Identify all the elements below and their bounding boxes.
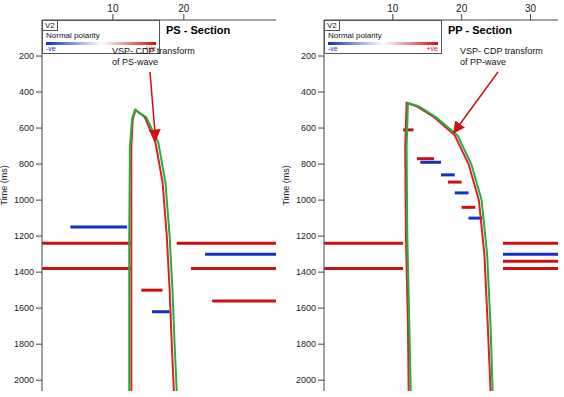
svg-text:2000: 2000 <box>14 375 34 385</box>
html-text:-ve: -ve <box>328 45 338 52</box>
svg-text:400: 400 <box>301 87 316 97</box>
svg-text:1200: 1200 <box>296 231 316 241</box>
svg-text:600: 600 <box>301 123 316 133</box>
svg-text:2000: 2000 <box>296 375 316 385</box>
svg-text:1000: 1000 <box>296 195 316 205</box>
html-text:VSP- CDP transform of PP-wave: VSP- CDP transform of PP-wave <box>460 46 543 67</box>
svg-text:800: 800 <box>19 159 34 169</box>
svg-text:1000: 1000 <box>14 195 34 205</box>
svg-text:1200: 1200 <box>14 231 34 241</box>
svg-text:200: 200 <box>19 51 34 61</box>
svg-text:20: 20 <box>456 3 468 14</box>
svg-text:200: 200 <box>301 51 316 61</box>
html-text:+ve: +ve <box>426 45 438 52</box>
svg-text:1600: 1600 <box>296 303 316 313</box>
svg-text:1400: 1400 <box>296 267 316 277</box>
svg-text:10: 10 <box>387 3 399 14</box>
svg-text:Time (ms): Time (ms) <box>0 165 9 205</box>
svg-text:20: 20 <box>178 3 190 14</box>
svg-text:1600: 1600 <box>14 303 34 313</box>
svg-text:1400: 1400 <box>14 267 34 277</box>
html-text:+ve: +ve <box>144 45 156 52</box>
svg-text:10: 10 <box>107 3 119 14</box>
html-text:PP - Section: PP - Section <box>448 24 512 36</box>
html-text:Normal polarity: Normal polarity <box>328 31 382 40</box>
html-text:-ve: -ve <box>46 45 56 52</box>
svg-text:1800: 1800 <box>296 339 316 349</box>
html-text:V2: V2 <box>327 21 337 30</box>
svg-text:1800: 1800 <box>14 339 34 349</box>
html-text:VSP- CDP transform of PS-wave: VSP- CDP transform of PS-wave <box>112 46 195 67</box>
svg-text:Time (ms): Time (ms) <box>282 165 291 205</box>
html-text:V2: V2 <box>45 21 55 30</box>
html-text:Normal polarity: Normal polarity <box>46 31 100 40</box>
svg-text:30: 30 <box>525 3 537 14</box>
html-text:PS - Section: PS - Section <box>166 24 231 36</box>
svg-text:400: 400 <box>19 87 34 97</box>
svg-text:800: 800 <box>301 159 316 169</box>
svg-text:600: 600 <box>19 123 34 133</box>
